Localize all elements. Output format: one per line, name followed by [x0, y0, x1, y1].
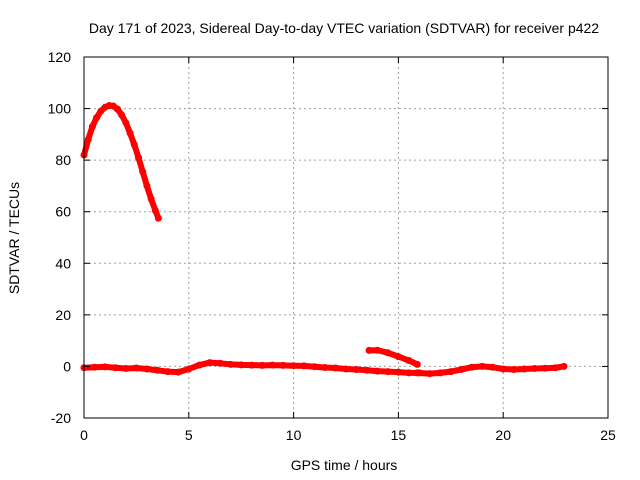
data-point [122, 365, 130, 372]
data-point [365, 346, 373, 354]
data-point [132, 364, 140, 372]
data-point [147, 195, 155, 203]
data-point [111, 364, 119, 372]
y-tick-label: -20 [51, 410, 71, 426]
data-point [269, 361, 277, 369]
data-point [279, 361, 287, 369]
data-point [118, 111, 126, 119]
x-tick-labels: 0 5 10 15 20 25 [80, 427, 616, 443]
data-point [405, 357, 413, 364]
data-point [332, 364, 339, 372]
x-tick-label: 5 [185, 427, 193, 443]
gridlines [84, 57, 608, 418]
data-point [373, 367, 381, 375]
data-point [139, 168, 147, 176]
data-point [552, 364, 560, 372]
data-point [373, 346, 381, 354]
data-point [394, 353, 402, 361]
data-point [130, 141, 138, 149]
data-point [164, 368, 172, 376]
data-point [101, 363, 109, 371]
x-tick-label: 10 [286, 427, 302, 443]
y-tick-label: 120 [48, 49, 72, 65]
y-axis-label: SDTVAR / TECUs [6, 182, 22, 294]
data-point [154, 214, 162, 222]
data-point [248, 361, 256, 369]
axis-ticks [83, 56, 609, 419]
y-tick-label: 40 [55, 255, 71, 271]
data-point [143, 182, 151, 190]
data-point [489, 363, 497, 371]
data-point [300, 362, 308, 370]
data-point [206, 359, 214, 367]
series-baseline-1 [80, 359, 423, 377]
data-point [290, 362, 298, 370]
data-point [122, 119, 130, 127]
data-point [227, 360, 235, 368]
data-point [384, 368, 392, 376]
data-point [237, 361, 245, 369]
data-point [531, 365, 539, 372]
data-point [457, 366, 465, 373]
data-point [174, 368, 182, 376]
data-point [88, 123, 96, 131]
data-point [541, 364, 549, 372]
data-point [91, 363, 98, 371]
data-point [93, 114, 101, 122]
y-tick-label: 20 [55, 307, 71, 323]
data-point [384, 349, 392, 357]
data-point [84, 136, 92, 143]
data-point [436, 369, 444, 377]
series-mid-arc [365, 346, 421, 368]
y-tick-label: 0 [63, 358, 71, 374]
data-point [560, 362, 568, 370]
data-point [478, 362, 486, 370]
data-point [447, 368, 455, 376]
y-tick-label: 60 [55, 204, 71, 220]
y-tick-label: 100 [48, 101, 72, 117]
chart-title: Day 171 of 2023, Sidereal Day-to-day VTE… [89, 20, 599, 36]
data-point [413, 369, 421, 377]
data-point [151, 206, 159, 214]
series-baseline-2 [413, 362, 568, 378]
data-point [195, 361, 203, 369]
data-point [426, 370, 434, 378]
x-tick-label: 20 [495, 427, 511, 443]
data-point [510, 366, 518, 373]
data-point [363, 366, 371, 374]
plot-frame [83, 56, 609, 419]
data-point [135, 154, 142, 162]
data-series [80, 102, 568, 378]
data-point [394, 368, 402, 376]
data-point [353, 366, 360, 373]
x-axis-label: GPS time / hours [291, 457, 398, 473]
data-point [311, 363, 319, 371]
data-point [185, 365, 193, 373]
data-point [499, 365, 507, 373]
data-point [413, 360, 421, 368]
data-point [405, 369, 413, 377]
series-line [81, 102, 162, 222]
data-point [153, 366, 161, 374]
data-point [520, 365, 528, 373]
data-point [342, 365, 350, 373]
series-early-arc [80, 102, 162, 222]
data-point [321, 364, 329, 371]
y-tick-labels: -20 0 20 40 60 80 100 120 [48, 49, 72, 426]
x-tick-label: 0 [80, 427, 88, 443]
data-point [258, 361, 266, 369]
data-point [114, 105, 121, 113]
data-point [143, 365, 151, 373]
x-tick-label: 25 [600, 427, 616, 443]
data-point [216, 359, 224, 367]
data-point [468, 363, 476, 371]
data-point [126, 129, 134, 137]
y-tick-label: 80 [55, 152, 71, 168]
x-tick-label: 15 [391, 427, 407, 443]
